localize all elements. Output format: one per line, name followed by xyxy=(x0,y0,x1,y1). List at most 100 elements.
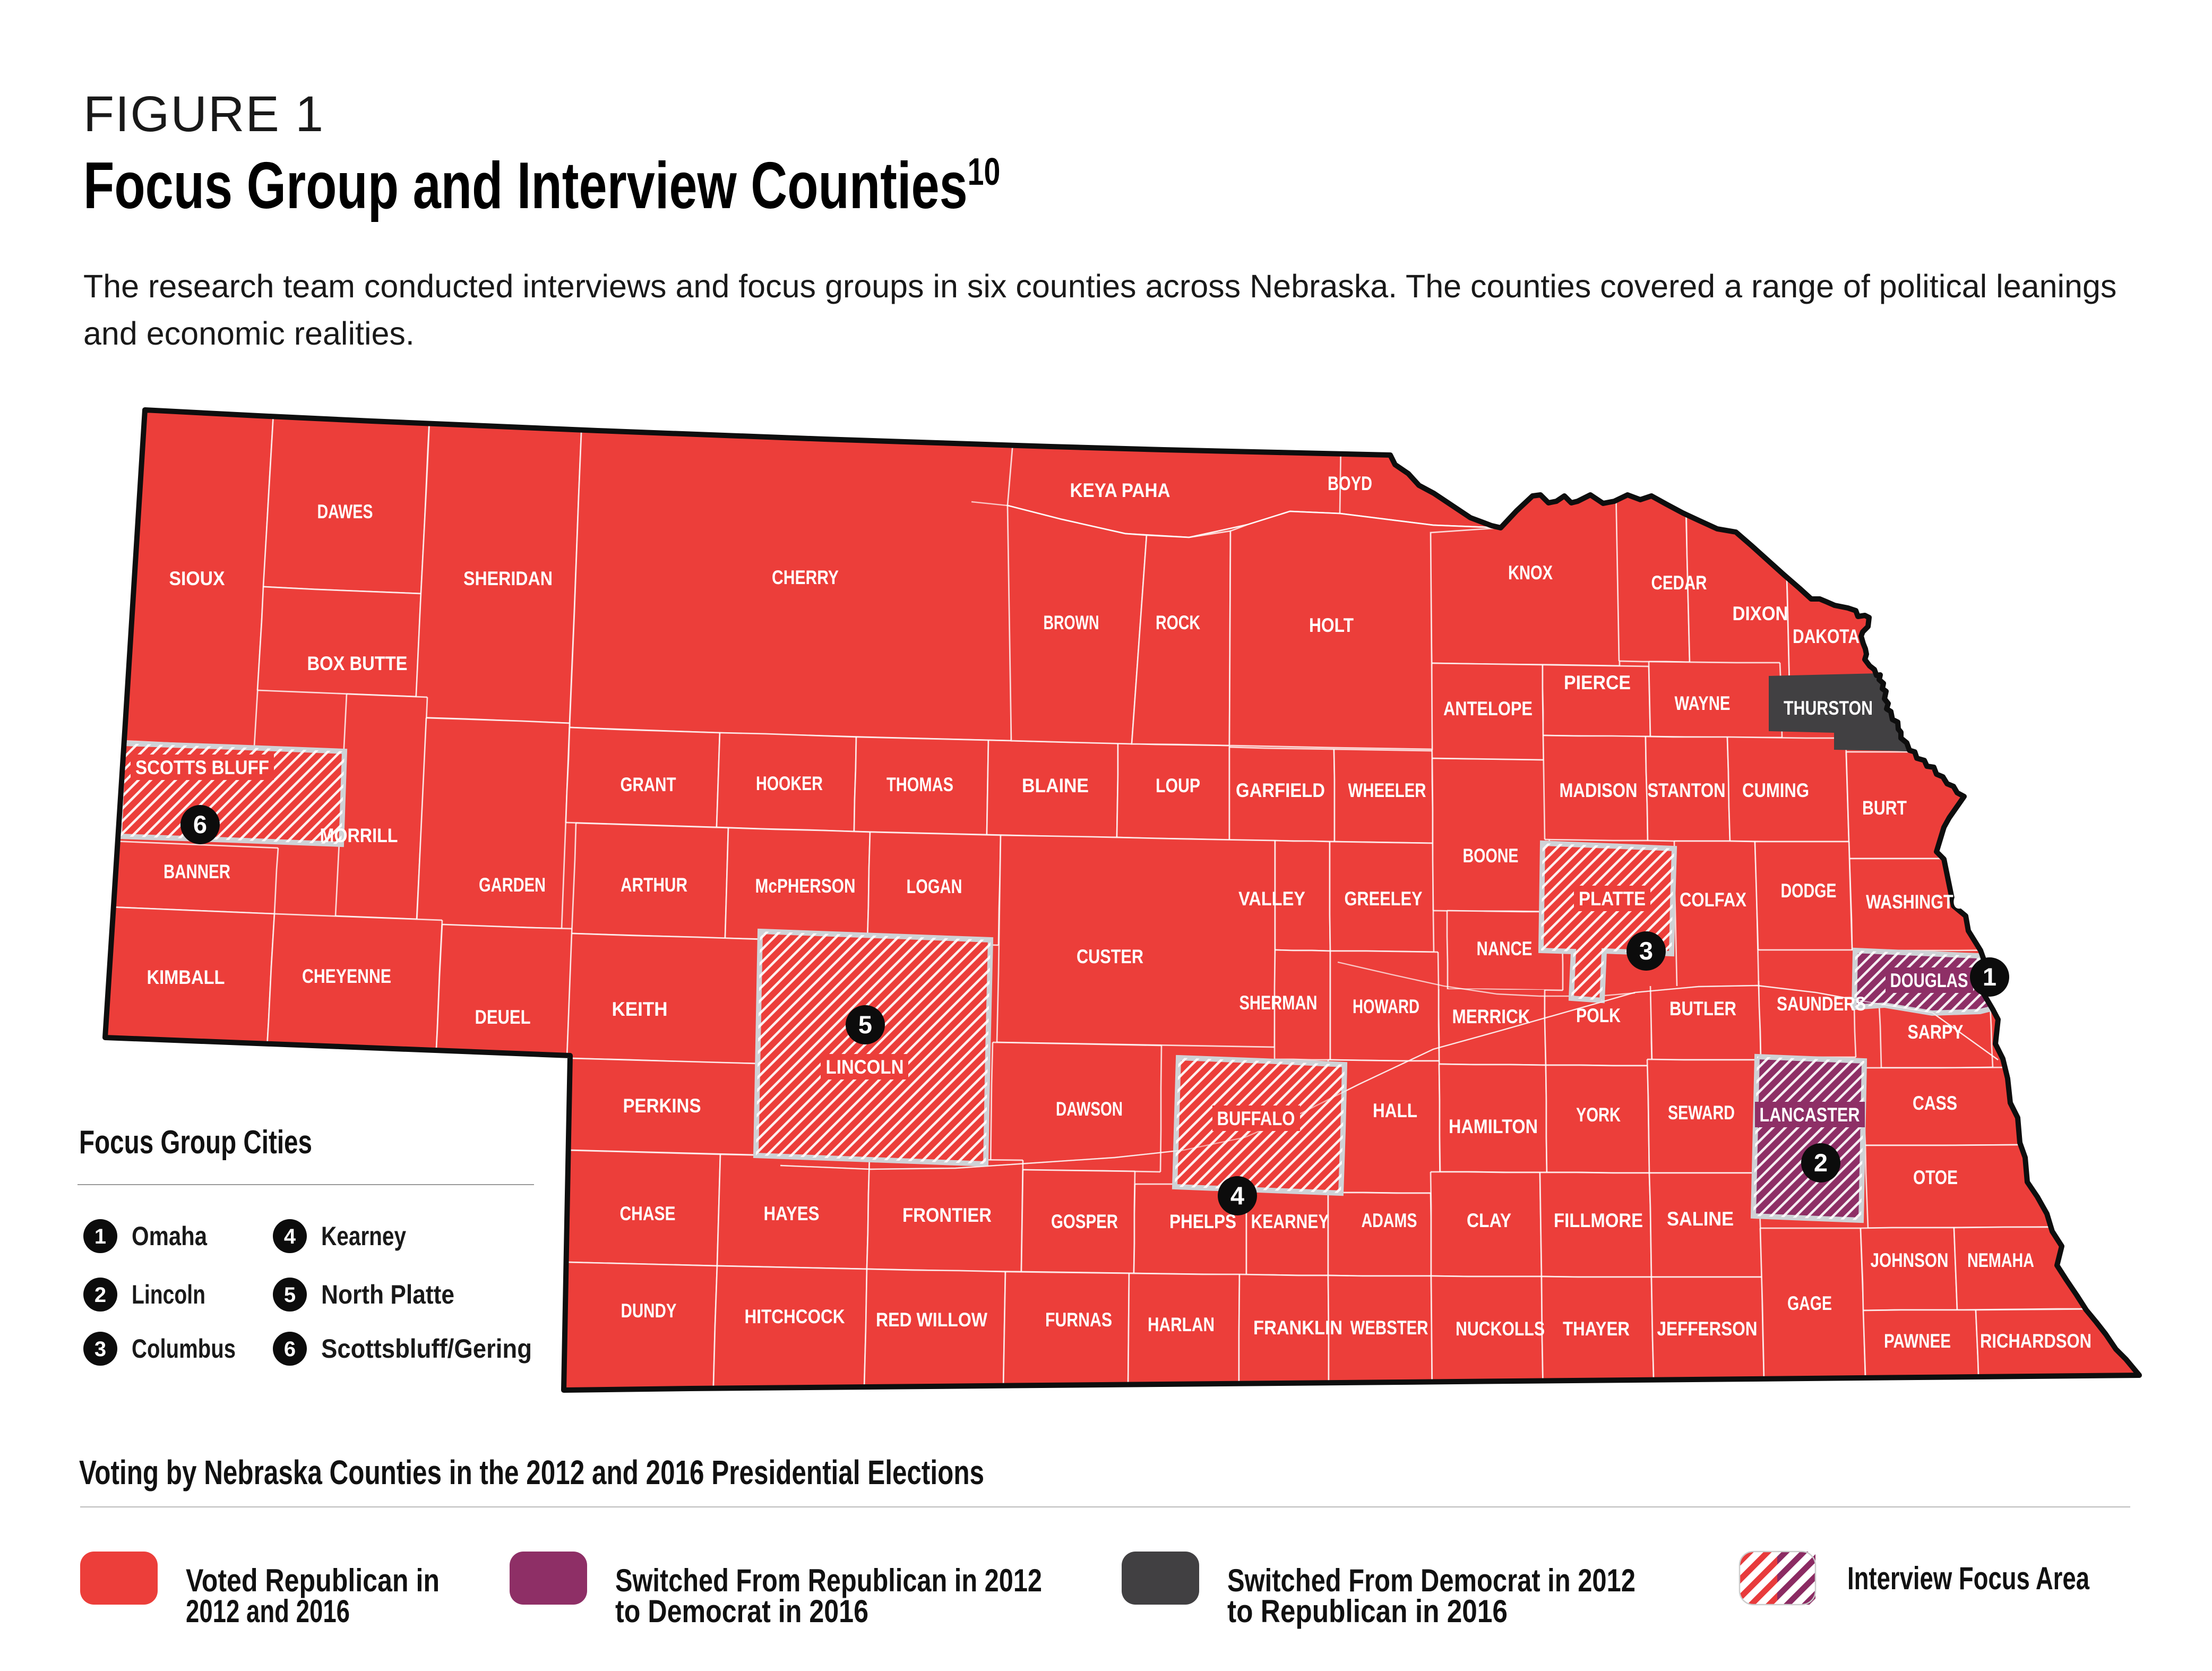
svg-text:KNOX: KNOX xyxy=(1508,562,1553,584)
svg-text:HOLT: HOLT xyxy=(1309,614,1354,636)
svg-text:1: 1 xyxy=(1983,963,1996,991)
svg-text:BOONE: BOONE xyxy=(1463,845,1519,867)
svg-text:THAYER: THAYER xyxy=(1563,1318,1630,1340)
svg-text:WEBSTER: WEBSTER xyxy=(1350,1317,1428,1339)
svg-text:LOUP: LOUP xyxy=(1156,775,1200,796)
svg-text:FILLMORE: FILLMORE xyxy=(1554,1210,1643,1231)
svg-text:THOMAS: THOMAS xyxy=(886,774,953,795)
svg-text:CUMING: CUMING xyxy=(1742,779,1809,801)
svg-text:DOUGLAS: DOUGLAS xyxy=(1890,970,1968,991)
svg-text:BUTLER: BUTLER xyxy=(1669,998,1736,1019)
svg-text:BROWN: BROWN xyxy=(1044,612,1099,633)
svg-text:THURSTON: THURSTON xyxy=(1784,697,1873,719)
svg-text:4: 4 xyxy=(1230,1181,1244,1210)
svg-text:DEUEL: DEUEL xyxy=(475,1006,531,1028)
svg-text:Columbus: Columbus xyxy=(132,1334,236,1364)
svg-text:SARPY: SARPY xyxy=(1908,1021,1964,1043)
svg-text:OTOE: OTOE xyxy=(1913,1167,1958,1188)
svg-text:BUFFALO: BUFFALO xyxy=(1217,1108,1295,1129)
svg-text:LINCOLN: LINCOLN xyxy=(826,1056,904,1078)
svg-text:DAWES: DAWES xyxy=(317,501,373,522)
svg-text:CHEYENNE: CHEYENNE xyxy=(302,965,391,987)
svg-text:NANCE: NANCE xyxy=(1477,938,1533,959)
svg-text:PHELPS: PHELPS xyxy=(1169,1211,1236,1232)
svg-text:GREELEY: GREELEY xyxy=(1345,888,1423,910)
svg-text:BURT: BURT xyxy=(1862,797,1907,819)
svg-text:MERRICK: MERRICK xyxy=(1452,1006,1530,1027)
svg-text:KEARNEY: KEARNEY xyxy=(1251,1211,1329,1232)
svg-text:WASHINGTON: WASHINGTON xyxy=(1866,891,1977,913)
svg-text:YORK: YORK xyxy=(1576,1104,1621,1126)
svg-text:ANTELOPE: ANTELOPE xyxy=(1443,698,1533,719)
svg-text:Focus Group and Interview Coun: Focus Group and Interview Counties10 xyxy=(83,149,1000,222)
svg-text:CUSTER: CUSTER xyxy=(1077,946,1143,967)
svg-text:FIGURE 1: FIGURE 1 xyxy=(83,86,324,142)
svg-text:BANNER: BANNER xyxy=(163,861,230,882)
svg-text:MORRILL: MORRILL xyxy=(320,825,398,846)
svg-text:2012 and 2016: 2012 and 2016 xyxy=(186,1593,350,1629)
svg-text:DODGE: DODGE xyxy=(1781,880,1837,902)
svg-text:5: 5 xyxy=(284,1283,296,1307)
svg-text:Switched From Democrat in 2012: Switched From Democrat in 2012 xyxy=(1227,1563,1636,1598)
svg-text:6: 6 xyxy=(284,1338,296,1361)
svg-text:GRANT: GRANT xyxy=(621,774,676,795)
svg-text:LANCASTER: LANCASTER xyxy=(1760,1104,1860,1126)
svg-text:COLFAX: COLFAX xyxy=(1680,889,1746,911)
svg-text:SALINE: SALINE xyxy=(1667,1208,1734,1230)
svg-text:3: 3 xyxy=(94,1338,106,1361)
svg-text:KEITH: KEITH xyxy=(612,998,668,1020)
svg-text:GAGE: GAGE xyxy=(1787,1292,1832,1314)
svg-text:GARDEN: GARDEN xyxy=(479,874,546,896)
svg-text:HAMILTON: HAMILTON xyxy=(1449,1116,1538,1137)
svg-text:BOYD: BOYD xyxy=(1328,473,1372,494)
svg-text:HITCHCOCK: HITCHCOCK xyxy=(745,1306,845,1327)
svg-text:SHERMAN: SHERMAN xyxy=(1240,992,1318,1014)
svg-text:North Platte: North Platte xyxy=(321,1280,454,1309)
svg-text:PERKINS: PERKINS xyxy=(623,1095,701,1117)
svg-text:CHASE: CHASE xyxy=(620,1203,676,1224)
svg-text:VALLEY: VALLEY xyxy=(1238,888,1305,910)
svg-text:KIMBALL: KIMBALL xyxy=(147,966,225,988)
svg-text:5: 5 xyxy=(858,1010,872,1039)
svg-text:4: 4 xyxy=(284,1225,296,1248)
svg-text:MADISON: MADISON xyxy=(1560,779,1638,801)
svg-text:Lincoln: Lincoln xyxy=(132,1280,205,1309)
svg-text:HAYES: HAYES xyxy=(764,1203,820,1224)
svg-text:DIXON: DIXON xyxy=(1733,603,1788,624)
svg-text:Voted Republican in: Voted Republican in xyxy=(186,1563,440,1598)
svg-text:1: 1 xyxy=(94,1225,106,1248)
svg-text:NEMAHA: NEMAHA xyxy=(1967,1249,2034,1271)
svg-text:CLAY: CLAY xyxy=(1467,1210,1511,1231)
svg-text:JEFFERSON: JEFFERSON xyxy=(1657,1318,1758,1340)
svg-text:GOSPER: GOSPER xyxy=(1051,1211,1118,1232)
svg-text:DAWSON: DAWSON xyxy=(1056,1098,1123,1120)
svg-text:McPHERSON: McPHERSON xyxy=(755,875,856,897)
svg-text:Kearney: Kearney xyxy=(321,1221,406,1251)
svg-text:and economic realities.: and economic realities. xyxy=(83,315,415,352)
svg-text:RICHARDSON: RICHARDSON xyxy=(1980,1330,2091,1352)
svg-text:3: 3 xyxy=(1639,937,1653,965)
svg-text:RED WILLOW: RED WILLOW xyxy=(876,1309,987,1331)
svg-text:ARTHUR: ARTHUR xyxy=(621,874,687,896)
svg-text:DUNDY: DUNDY xyxy=(621,1300,677,1322)
svg-text:FURNAS: FURNAS xyxy=(1045,1309,1112,1331)
svg-text:SAUNDERS: SAUNDERS xyxy=(1777,993,1866,1015)
svg-text:SHERIDAN: SHERIDAN xyxy=(463,568,553,589)
svg-text:KEYA PAHA: KEYA PAHA xyxy=(1070,479,1170,501)
svg-text:GARFIELD: GARFIELD xyxy=(1236,779,1325,801)
svg-text:ROCK: ROCK xyxy=(1156,612,1200,633)
svg-text:2: 2 xyxy=(1814,1149,1828,1177)
svg-text:Voting by Nebraska Counties in: Voting by Nebraska Counties in the 2012 … xyxy=(79,1453,984,1492)
svg-text:to Democrat in 2016: to Democrat in 2016 xyxy=(615,1593,868,1629)
svg-text:DAKOTA: DAKOTA xyxy=(1793,625,1860,647)
svg-text:LOGAN: LOGAN xyxy=(907,876,962,897)
svg-text:6: 6 xyxy=(193,810,207,838)
svg-text:POLK: POLK xyxy=(1576,1005,1621,1026)
svg-text:Scottsbluff/Gering: Scottsbluff/Gering xyxy=(321,1334,532,1364)
svg-text:CHERRY: CHERRY xyxy=(772,567,839,588)
svg-text:BOX BUTTE: BOX BUTTE xyxy=(307,653,408,674)
svg-text:HARLAN: HARLAN xyxy=(1148,1314,1215,1335)
svg-text:SCOTTS BLUFF: SCOTTS BLUFF xyxy=(135,757,269,778)
svg-text:PIERCE: PIERCE xyxy=(1564,672,1631,693)
svg-text:PLATTE: PLATTE xyxy=(1579,888,1646,910)
